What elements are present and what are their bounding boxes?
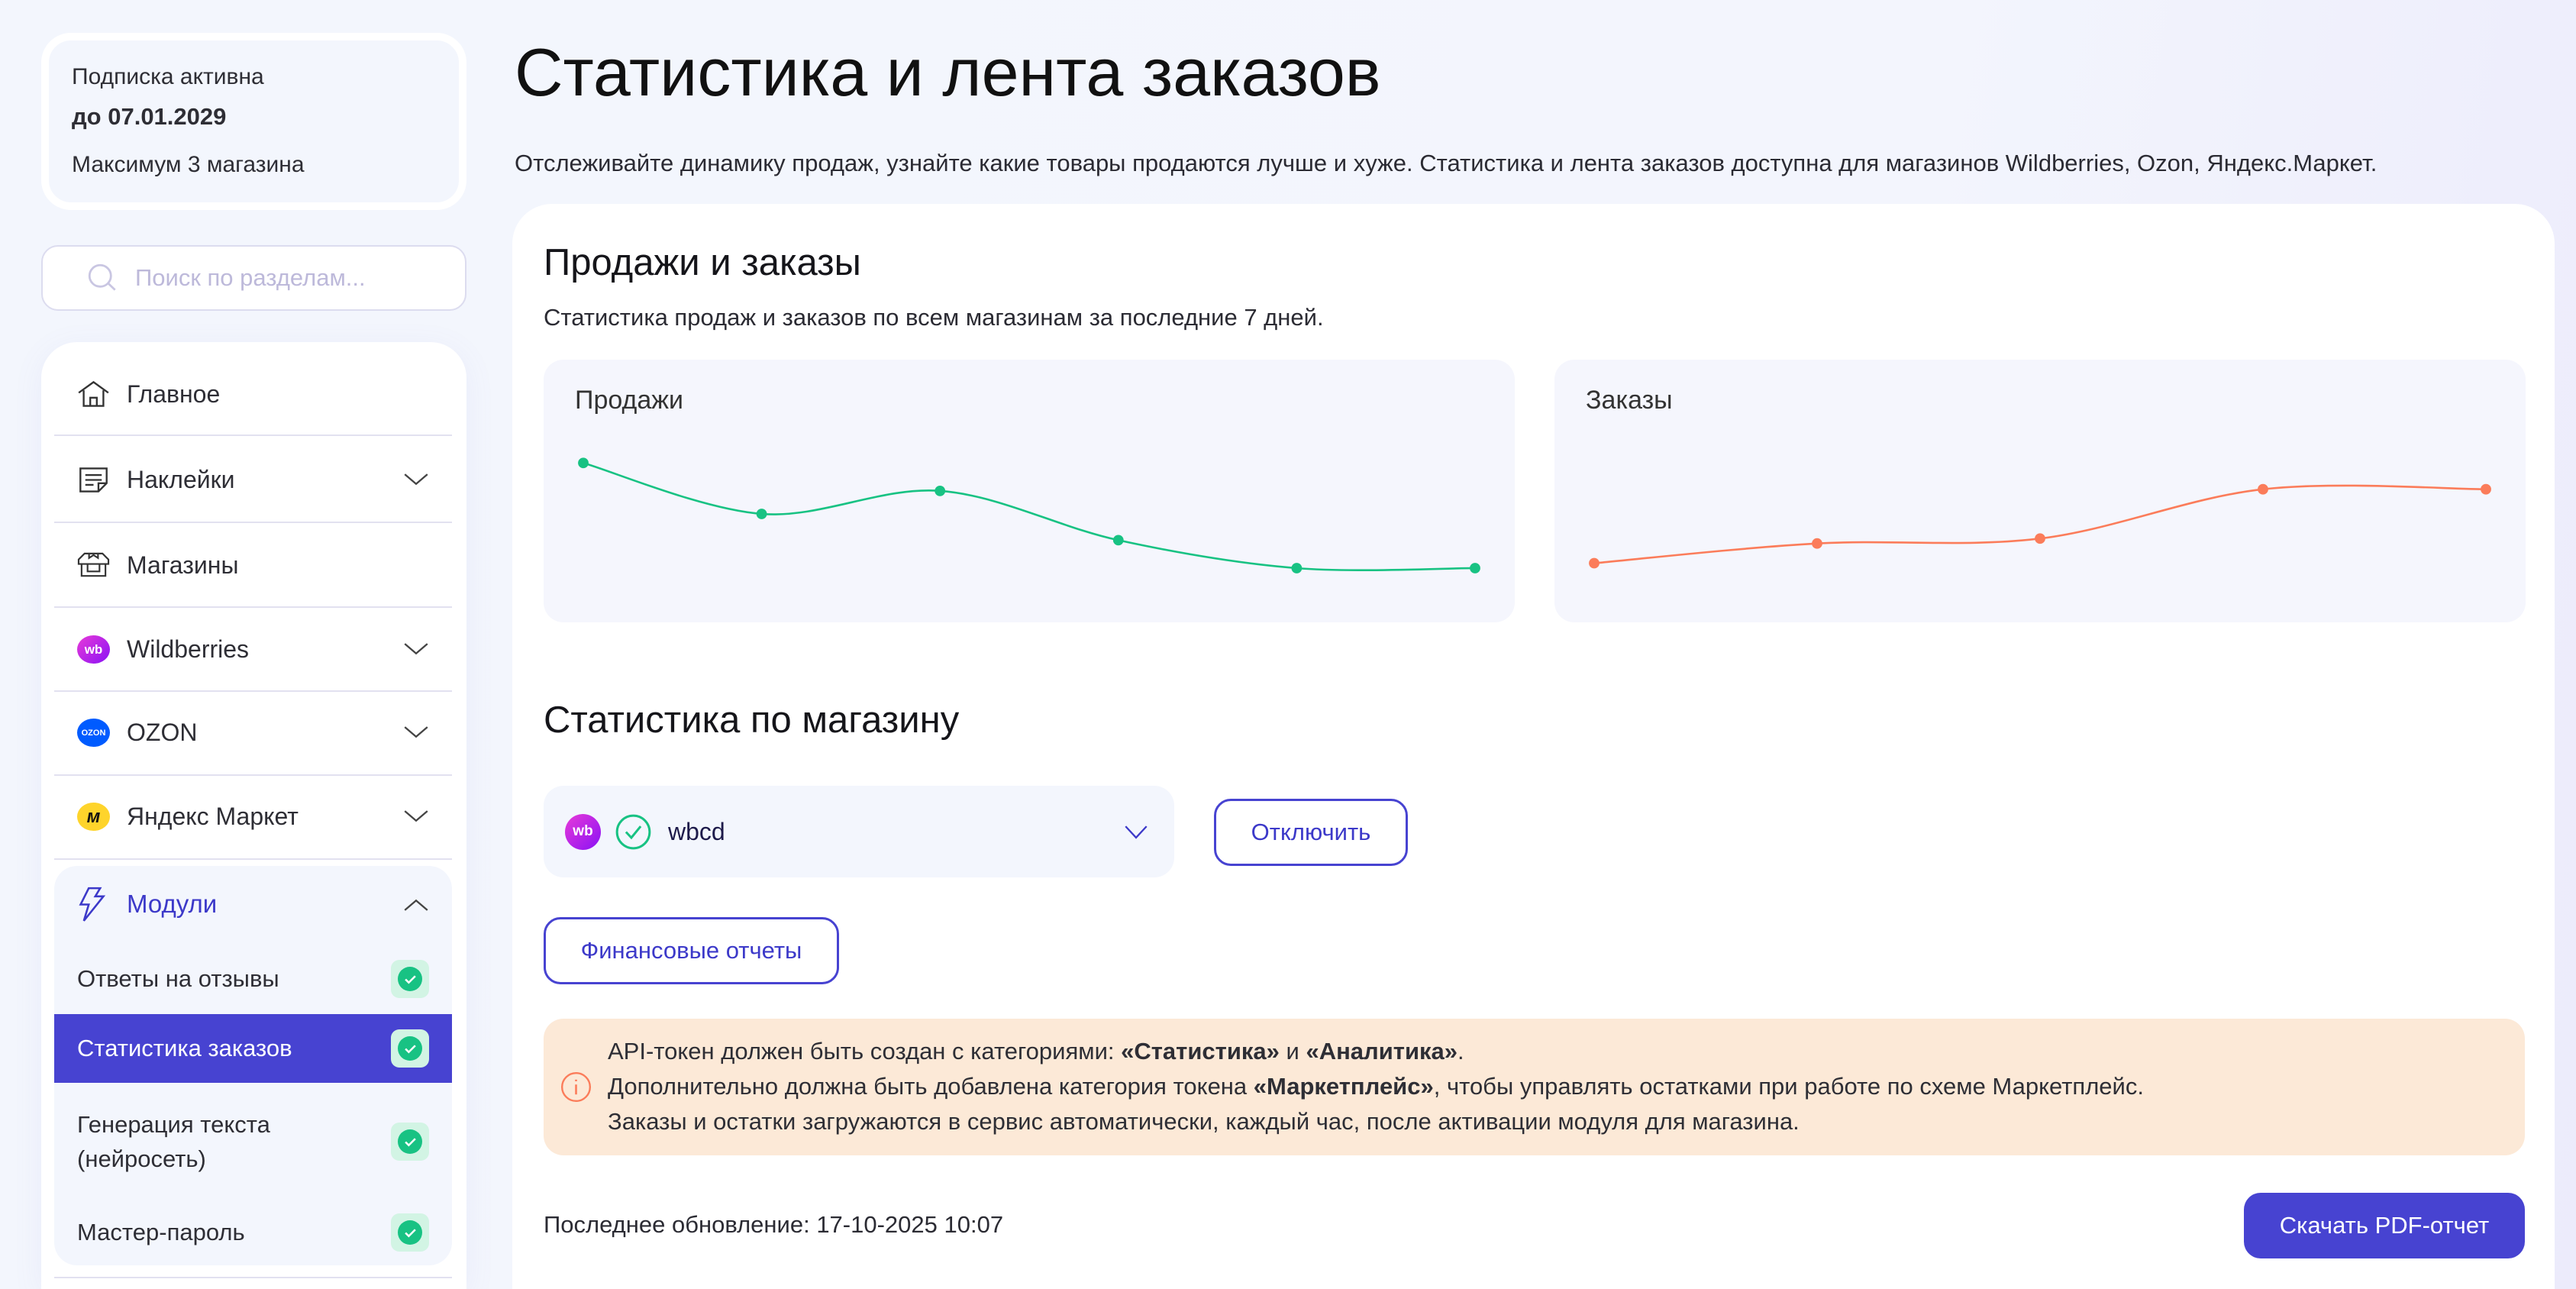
- chevron-down-icon: [404, 473, 428, 486]
- data-point: [1589, 557, 1600, 569]
- module-label: Ответы на отзывы: [77, 965, 279, 992]
- subscription-until: до 07.01.2029: [72, 103, 227, 130]
- data-point: [935, 485, 946, 496]
- sidebar-item-label: Wildberries: [127, 635, 250, 663]
- check-circle-icon: [615, 814, 651, 849]
- lightning-icon: [79, 887, 106, 922]
- chevron-down-icon: [404, 726, 428, 738]
- sticker-icon: [77, 464, 110, 496]
- chevron-up-icon: [404, 899, 428, 911]
- info-alert: API-токен должен быть создан с категория…: [544, 1019, 2525, 1155]
- module-label: Генерация текста (нейросеть): [77, 1111, 270, 1172]
- wb-logo: wb: [77, 633, 110, 666]
- check-icon: [391, 960, 429, 998]
- sidebar-item-stores[interactable]: Магазины: [54, 536, 452, 595]
- sidebar-item-label: Наклейки: [127, 466, 235, 493]
- sales-chart-title: Продажи: [575, 386, 683, 415]
- sales-chart: Продажи: [544, 360, 1515, 622]
- subscription-limit: Максимум 3 магазина: [72, 152, 305, 177]
- series-line: [1593, 484, 2487, 564]
- data-point: [2258, 483, 2268, 495]
- sales-section-title: Продажи и заказы: [544, 242, 861, 283]
- sidebar-item-label: Магазины: [127, 551, 239, 579]
- data-point: [1812, 538, 1822, 549]
- sidebar-nav: Главное Наклейки Магазины wb Wildberries…: [41, 342, 466, 1289]
- modules-label: Модули: [127, 890, 218, 918]
- orders-chart-title: Заказы: [1586, 386, 1673, 415]
- module-label: Статистика заказов: [77, 1035, 292, 1061]
- check-icon: [391, 1123, 429, 1161]
- sidebar-item-label: Яндекс Маркет: [127, 803, 299, 830]
- wb-logo: wb: [565, 813, 601, 850]
- data-point: [1112, 535, 1124, 546]
- module-item-master-password[interactable]: Мастер-пароль: [54, 1198, 452, 1265]
- subscription-status: Подписка активна: [72, 64, 264, 89]
- data-point: [2481, 483, 2491, 495]
- store-section-title: Статистика по магазину: [544, 699, 960, 741]
- download-pdf-button[interactable]: Скачать PDF-отчет: [2244, 1193, 2525, 1258]
- sidebar-item-home[interactable]: Главное: [54, 365, 452, 424]
- sidebar-item-wildberries[interactable]: wb Wildberries: [54, 620, 452, 679]
- sidebar-item-label: OZON: [127, 719, 198, 746]
- last-update: Последнее обновление: 17-10-2025 10:07: [544, 1211, 1004, 1238]
- search-input[interactable]: Поиск по разделам...: [41, 245, 466, 311]
- check-icon: [391, 1213, 429, 1252]
- alert-line-3: Заказы и остатки загружаются в сервис ав…: [608, 1108, 1800, 1135]
- module-item-order-stats[interactable]: Статистика заказов: [54, 1014, 452, 1083]
- data-point: [578, 457, 589, 469]
- ozon-logo: OZON: [77, 716, 110, 749]
- home-icon: [77, 378, 110, 411]
- subscription-card: Подписка активна до 07.01.2029 Максимум …: [41, 33, 466, 210]
- chevron-down-icon: [1125, 825, 1148, 839]
- alert-line-2: Дополнительно должна быть добавлена кате…: [608, 1073, 2144, 1100]
- financial-reports-button[interactable]: Финансовые отчеты: [544, 917, 839, 984]
- chevron-down-icon: [404, 810, 428, 822]
- yandex-market-logo: м: [77, 800, 110, 833]
- module-item-reviews[interactable]: Ответы на отзывы: [54, 945, 452, 1013]
- info-icon: [560, 1071, 592, 1103]
- sales-section-description: Статистика продаж и заказов по всем мага…: [544, 304, 1324, 331]
- sidebar-item-label: Главное: [127, 380, 221, 408]
- disconnect-button[interactable]: Отключить: [1214, 799, 1408, 866]
- check-icon: [391, 1029, 429, 1068]
- sidebar-item-stickers[interactable]: Наклейки: [54, 451, 452, 509]
- sidebar-item-ozon[interactable]: OZON OZON: [54, 703, 452, 762]
- module-label: Мастер-пароль: [77, 1219, 245, 1245]
- store-select[interactable]: wb wbcd: [544, 786, 1174, 877]
- page-title: Статистика и лента заказов: [515, 34, 1381, 110]
- module-item-text-generation[interactable]: Генерация текста (нейросеть): [54, 1096, 452, 1187]
- alert-line-1: API-токен должен быть создан с категория…: [608, 1038, 1464, 1064]
- data-point: [756, 509, 767, 519]
- store-name: wbcd: [668, 817, 725, 845]
- data-point: [2035, 533, 2045, 544]
- search-icon: [88, 263, 116, 291]
- modules-group: Модули Ответы на отзывы Статистика заказ…: [54, 866, 452, 1265]
- series-line: [583, 462, 1476, 571]
- data-point: [1470, 563, 1480, 573]
- search-placeholder: Поиск по разделам...: [135, 264, 366, 291]
- sidebar-item-yandex-market[interactable]: м Яндекс Маркет: [54, 787, 452, 846]
- main-card: Продажи и заказы Статистика продаж и зак…: [512, 204, 2555, 1289]
- orders-chart: Заказы: [1554, 360, 2526, 622]
- modules-toggle[interactable]: Модули: [54, 873, 452, 935]
- chevron-down-icon: [404, 643, 428, 655]
- page-lead: Отслеживайте динамику продаж, узнайте ка…: [515, 150, 2377, 176]
- store-icon: [77, 549, 110, 582]
- data-point: [1291, 563, 1303, 573]
